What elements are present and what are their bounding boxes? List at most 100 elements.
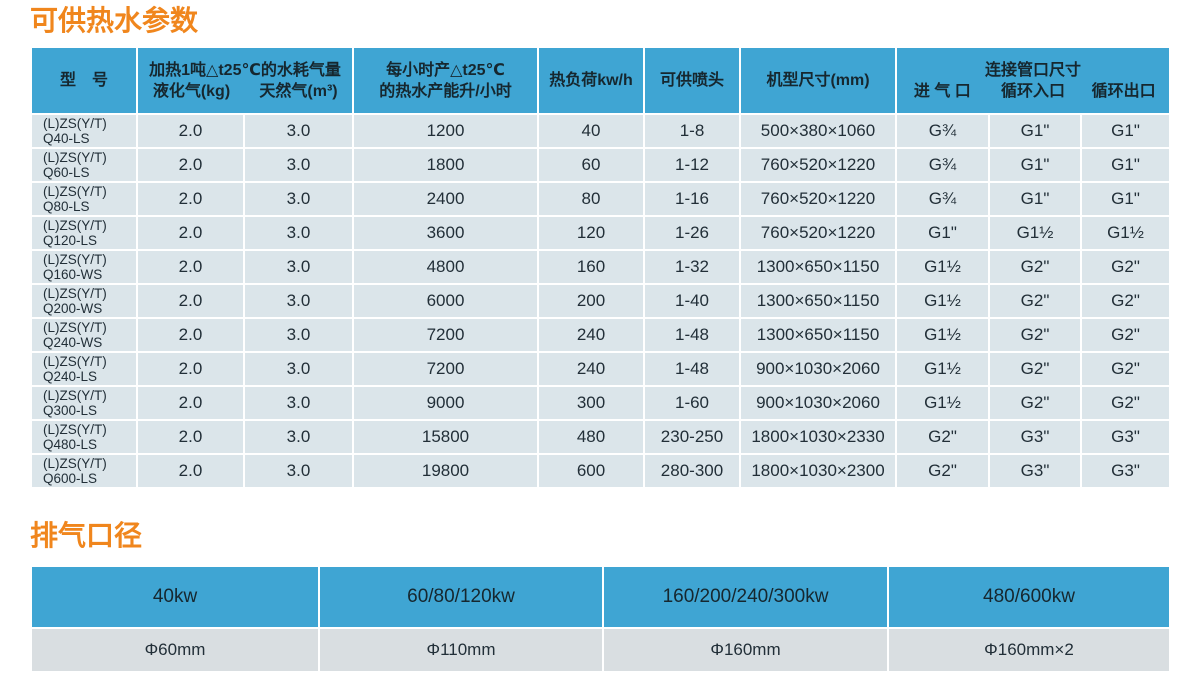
natural-gas-cell: 3.0 bbox=[243, 147, 354, 183]
model-cell: (L)ZS(Y/T) Q480-LS bbox=[30, 419, 138, 455]
model-line2: Q300-LS bbox=[43, 403, 98, 418]
nozzles-cell: 1-26 bbox=[643, 215, 741, 251]
circulation-outlet-cell: G2" bbox=[1080, 317, 1171, 353]
table-row: (L)ZS(Y/T) Q120-LS 2.0 3.0 3600 120 1-26 … bbox=[30, 215, 1171, 251]
model-line1: (L)ZS(Y/T) bbox=[43, 252, 107, 267]
exhaust-diameter-cell: Φ110mm bbox=[318, 627, 604, 673]
table-row: (L)ZS(Y/T) Q40-LS 2.0 3.0 1200 40 1-8 500… bbox=[30, 113, 1171, 149]
natural-gas-cell: 3.0 bbox=[243, 181, 354, 217]
model-line1: (L)ZS(Y/T) bbox=[43, 388, 107, 403]
circulation-outlet-cell: G3" bbox=[1080, 453, 1171, 489]
lpg-cell: 2.0 bbox=[136, 453, 245, 489]
nozzles-cell: 230-250 bbox=[643, 419, 741, 455]
model-line1: (L)ZS(Y/T) bbox=[43, 150, 107, 165]
model-line2: Q600-LS bbox=[43, 471, 98, 486]
col-header-circulation-outlet: 循环出口 bbox=[1091, 82, 1156, 100]
heat-load-cell: 40 bbox=[537, 113, 645, 149]
capacity-cell: 15800 bbox=[352, 419, 539, 455]
heat-load-cell: 160 bbox=[537, 249, 645, 285]
circulation-inlet-cell: G2" bbox=[988, 249, 1082, 285]
heat-load-cell: 480 bbox=[537, 419, 645, 455]
exhaust-power-header: 60/80/120kw bbox=[318, 565, 604, 629]
heat-load-cell: 300 bbox=[537, 385, 645, 421]
model-cell: (L)ZS(Y/T) Q60-LS bbox=[30, 147, 138, 183]
gas-inlet-cell: G2" bbox=[895, 453, 990, 489]
col-header-gas-consumption: 加热1吨△t25℃的水耗气量 液化气(kg) 天然气(m³) bbox=[136, 46, 354, 115]
model-line1: (L)ZS(Y/T) bbox=[43, 456, 107, 471]
gas-inlet-cell: G2" bbox=[895, 419, 990, 455]
natural-gas-cell: 3.0 bbox=[243, 351, 354, 387]
capacity-cell: 6000 bbox=[352, 283, 539, 319]
model-line1: (L)ZS(Y/T) bbox=[43, 218, 107, 233]
exhaust-diameter-cell: Φ60mm bbox=[30, 627, 320, 673]
natural-gas-cell: 3.0 bbox=[243, 113, 354, 149]
heat-load-cell: 240 bbox=[537, 351, 645, 387]
table-row: (L)ZS(Y/T) Q240-WS 2.0 3.0 7200 240 1-48 … bbox=[30, 317, 1171, 353]
nozzles-cell: 1-48 bbox=[643, 317, 741, 353]
dimensions-cell: 760×520×1220 bbox=[739, 181, 897, 217]
model-cell: (L)ZS(Y/T) Q40-LS bbox=[30, 113, 138, 149]
model-line2: Q480-LS bbox=[43, 437, 98, 452]
nozzles-cell: 1-48 bbox=[643, 351, 741, 387]
heat-load-cell: 120 bbox=[537, 215, 645, 251]
circulation-inlet-cell: G1" bbox=[988, 113, 1082, 149]
model-cell: (L)ZS(Y/T) Q240-WS bbox=[30, 317, 138, 353]
natural-gas-cell: 3.0 bbox=[243, 317, 354, 353]
model-line2: Q80-LS bbox=[43, 199, 90, 214]
table-row: (L)ZS(Y/T) Q80-LS 2.0 3.0 2400 80 1-16 76… bbox=[30, 181, 1171, 217]
model-line2: Q60-LS bbox=[43, 165, 90, 180]
table-row: (L)ZS(Y/T) Q240-LS 2.0 3.0 7200 240 1-48 … bbox=[30, 351, 1171, 387]
nozzles-cell: 1-60 bbox=[643, 385, 741, 421]
model-line2: Q160-WS bbox=[43, 267, 103, 282]
model-line1: (L)ZS(Y/T) bbox=[43, 184, 107, 199]
model-cell: (L)ZS(Y/T) Q120-LS bbox=[30, 215, 138, 251]
gas-inlet-cell: G1½ bbox=[895, 283, 990, 319]
lpg-cell: 2.0 bbox=[136, 385, 245, 421]
table-row: (L)ZS(Y/T) Q300-LS 2.0 3.0 9000 300 1-60 … bbox=[30, 385, 1171, 421]
table-row: (L)ZS(Y/T) Q200-WS 2.0 3.0 6000 200 1-40 … bbox=[30, 283, 1171, 319]
capacity-header-line2: 的热水产能升/小时 bbox=[379, 82, 512, 100]
model-line1: (L)ZS(Y/T) bbox=[43, 422, 107, 437]
model-line2: Q200-WS bbox=[43, 301, 103, 316]
capacity-cell: 7200 bbox=[352, 317, 539, 353]
gas-inlet-cell: G1½ bbox=[895, 317, 990, 353]
circulation-inlet-cell: G1" bbox=[988, 181, 1082, 217]
model-line2: Q40-LS bbox=[43, 131, 90, 146]
circulation-outlet-cell: G2" bbox=[1080, 385, 1171, 421]
heat-load-cell: 600 bbox=[537, 453, 645, 489]
circulation-inlet-cell: G3" bbox=[988, 453, 1082, 489]
dimensions-cell: 1800×1030×2300 bbox=[739, 453, 897, 489]
model-line1: (L)ZS(Y/T) bbox=[43, 286, 107, 301]
section-title-hot-water-params: 可供热水参数 bbox=[30, 5, 199, 36]
heat-load-cell: 200 bbox=[537, 283, 645, 319]
model-line2: Q120-LS bbox=[43, 233, 98, 248]
circulation-inlet-cell: G1" bbox=[988, 147, 1082, 183]
circulation-outlet-cell: G3" bbox=[1080, 419, 1171, 455]
gas-inlet-cell: G¾ bbox=[895, 147, 990, 183]
col-header-pipe-connections: 连接管口尺寸 进 气 口 循环入口 循环出口 bbox=[895, 46, 1171, 115]
nozzles-cell: 1-40 bbox=[643, 283, 741, 319]
circulation-inlet-cell: G3" bbox=[988, 419, 1082, 455]
gas-consumption-group-title: 加热1吨△t25℃的水耗气量 bbox=[149, 61, 341, 79]
model-cell: (L)ZS(Y/T) Q80-LS bbox=[30, 181, 138, 217]
gas-inlet-cell: G1½ bbox=[895, 351, 990, 387]
col-header-hot-water-capacity: 每小时产△t25℃ 的热水产能升/小时 bbox=[352, 46, 539, 115]
lpg-cell: 2.0 bbox=[136, 249, 245, 285]
nozzles-cell: 1-32 bbox=[643, 249, 741, 285]
lpg-cell: 2.0 bbox=[136, 113, 245, 149]
exhaust-power-header: 40kw bbox=[30, 565, 320, 629]
pipe-connections-subheaders: 进 气 口 循环入口 循环出口 bbox=[897, 81, 1169, 102]
natural-gas-cell: 3.0 bbox=[243, 215, 354, 251]
col-header-circulation-inlet: 循环入口 bbox=[1001, 82, 1066, 100]
circulation-outlet-cell: G1" bbox=[1080, 113, 1171, 149]
capacity-cell: 3600 bbox=[352, 215, 539, 251]
lpg-cell: 2.0 bbox=[136, 351, 245, 387]
dimensions-cell: 760×520×1220 bbox=[739, 215, 897, 251]
circulation-inlet-cell: G2" bbox=[988, 283, 1082, 319]
table-row: (L)ZS(Y/T) Q60-LS 2.0 3.0 1800 60 1-12 76… bbox=[30, 147, 1171, 183]
section-title-exhaust-diameter: 排气口径 bbox=[30, 520, 143, 551]
table-row: (L)ZS(Y/T) Q160-WS 2.0 3.0 4800 160 1-32 … bbox=[30, 249, 1171, 285]
dimensions-cell: 900×1030×2060 bbox=[739, 351, 897, 387]
gas-inlet-cell: G1½ bbox=[895, 385, 990, 421]
dimensions-cell: 1300×650×1150 bbox=[739, 249, 897, 285]
